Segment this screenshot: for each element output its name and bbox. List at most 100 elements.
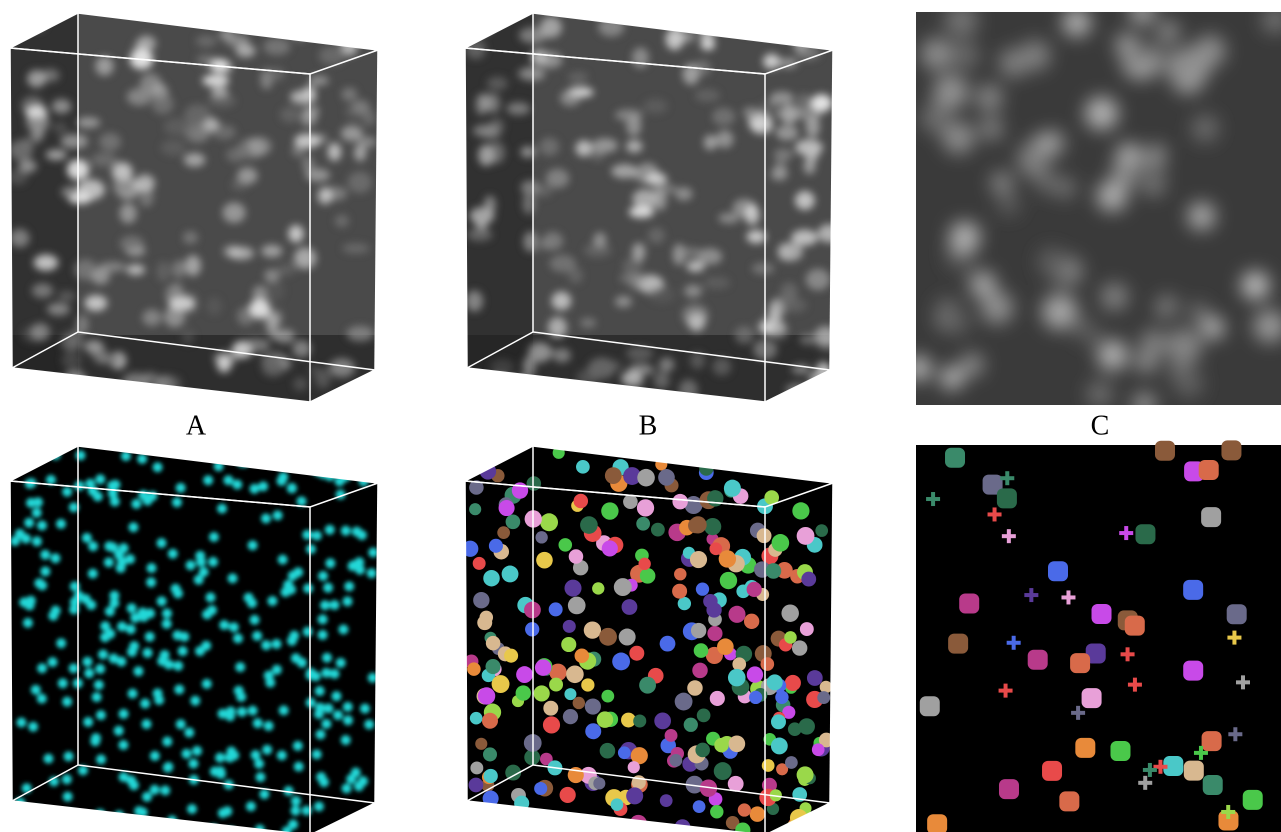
segmented-cell [485,659,500,674]
segmented-cell [473,557,486,570]
segmented-cell [817,691,830,704]
nucleus-spot [160,650,170,660]
cell-blob [304,14,318,29]
nucleus-spot [201,641,211,651]
cell-blob [464,23,491,34]
nucleus-spot [32,508,42,518]
nucleus-spot [137,454,147,464]
cell-blob [818,224,841,243]
cell-blob [695,89,720,102]
cell-blob [157,261,170,282]
nucleus-spot [146,577,156,587]
nucleus-spot [100,632,110,642]
segmented-cell [714,762,732,780]
segmented-cell [813,457,830,474]
cell-label [1028,650,1048,670]
cell-blob [580,318,596,328]
cell-blob [745,205,760,225]
cell-blob [675,187,693,201]
cell-blob [91,347,109,362]
segmented-cell [592,582,604,594]
nucleus-spot [291,806,301,816]
segmented-cell [568,597,586,615]
volume-panel [462,441,836,832]
segmented-cell [626,787,643,804]
nucleus-spot [146,563,156,573]
segmented-cell [749,691,762,704]
nucleus-spot [142,792,152,802]
cell-blob [184,104,210,125]
segmented-cell [535,531,547,543]
nucleus-spot [357,530,367,540]
nucleus-spot [187,804,197,814]
cell-blob [679,379,698,400]
nucleus-spot [140,699,150,709]
nucleus-spot [229,750,239,760]
segmented-cell [535,659,552,676]
cell-blob [698,248,723,264]
segmented-cell [694,643,709,658]
cell-blob [1146,144,1167,165]
figure: A B C [0,0,1281,832]
cell-label [1059,791,1079,811]
nucleus-spot [209,532,219,542]
cell-blob [294,247,316,269]
nucleus-spot [312,531,322,541]
cell-label [959,594,979,614]
cell-blob [473,124,498,137]
cell-blob [342,243,370,253]
cell-blob [293,377,307,391]
segmented-cell [797,527,815,545]
nucleus-spot [206,592,216,602]
segmented-cell [534,685,550,701]
nucleus-spot [62,487,72,497]
segmented-cell [800,622,814,636]
cell-blob [576,369,598,386]
segmented-cell [482,713,498,729]
cell-blob [940,366,963,389]
segmented-cell [470,762,483,775]
segmented-cell [688,518,704,534]
cell-blob [315,369,330,388]
cell-blob [629,206,654,218]
nucleus-spot [150,751,160,761]
cell-label [1221,440,1241,460]
nucleus-spot [86,600,96,610]
nucleus-spot [25,451,35,461]
nucleus-spot [343,715,353,725]
cell-blob [249,299,270,319]
nucleus-spot [105,606,115,616]
segmented-cell [560,787,576,803]
cell-label [1202,731,1222,751]
nucleus-spot [96,710,106,720]
cell-blob [71,381,88,397]
cell-blob [797,93,811,111]
cell-blob [335,215,349,227]
cell-blob [540,17,562,38]
cell-blob [1174,369,1203,398]
segmented-cell [469,778,484,793]
nucleus-spot [318,630,328,640]
segmented-cell [497,526,510,539]
cell-blob [976,84,1003,111]
nucleus-spot [210,766,220,776]
cell-blob [27,70,46,88]
nucleus-spot [265,678,275,688]
cell-blob [32,283,53,298]
cell-blob [280,107,301,123]
cell-blob [347,326,374,341]
cell-blob [1054,177,1076,199]
nucleus-spot [278,472,288,482]
segmented-cell [690,551,707,568]
segmented-cell [516,666,533,683]
nucleus-spot [202,679,212,689]
segmented-cell [469,454,482,467]
nucleus-spot [248,706,258,716]
segmented-cell [580,516,598,534]
nucleus-spot [182,749,192,759]
segmented-cell [605,467,622,484]
cell-blob [906,356,932,382]
segmented-cell [771,714,786,729]
cell-blob [1076,320,1099,343]
cell-blob [91,153,117,167]
